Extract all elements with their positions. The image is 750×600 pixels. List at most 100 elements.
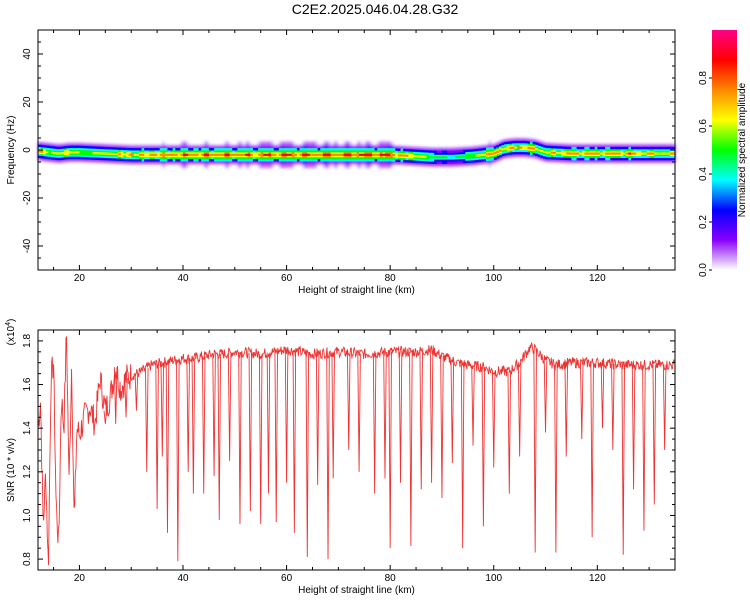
spectrogram-cell — [214, 153, 218, 156]
spectrogram-y-tick-label: 40 — [22, 48, 33, 60]
spectrogram-cell — [649, 152, 653, 155]
spectrogram-cell — [144, 153, 148, 156]
spectrogram-cell — [190, 153, 194, 156]
spectrogram-cell — [374, 153, 378, 156]
spectrogram-cell — [113, 152, 117, 156]
snr-y-tick-label: 1.6 — [22, 377, 33, 391]
spectrogram-cell — [485, 153, 489, 156]
spectrogram-cell — [408, 154, 412, 157]
spectrogram-cell — [63, 151, 67, 154]
spectrogram-cell — [255, 153, 259, 156]
spectrogram-cell — [488, 152, 492, 156]
snr-dip — [383, 352, 387, 479]
spectrogram-cell — [162, 153, 166, 156]
spectrogram-cell — [462, 155, 466, 158]
spectrogram-y-tick-label: -20 — [22, 190, 33, 205]
spectrogram-x-tick-label: 80 — [385, 273, 397, 284]
colorbar-tick-label: 0.2 — [698, 215, 709, 229]
snr-y-axis-label: SNR (10 * v/v) — [6, 438, 17, 502]
snr-dip — [580, 362, 584, 440]
snr-dip — [388, 351, 392, 549]
spectrogram-cell — [89, 151, 93, 155]
spectrogram-cell — [48, 151, 52, 154]
spectrogram-cell — [478, 154, 482, 157]
spectrogram-cell — [268, 153, 272, 156]
spectrogram-cell — [159, 153, 163, 156]
spectrogram-cell — [234, 153, 238, 156]
colorbar-ticks: 0.0 0.2 0.4 0.6 0.8 — [698, 71, 712, 277]
spectrogram-cell — [509, 146, 513, 150]
spectrogram-cell — [216, 153, 220, 156]
spectrogram-cell — [82, 151, 86, 154]
snr-dip — [305, 353, 310, 557]
colorbar-tick-label: 0.8 — [698, 71, 709, 85]
spectrogram-cell — [193, 153, 197, 156]
spectrogram-cell — [589, 152, 593, 155]
spectrogram-cell — [439, 156, 443, 159]
snr-y-tick-label: 1.2 — [22, 464, 33, 478]
spectrogram-x-tick-label: 120 — [589, 273, 606, 284]
spectrogram-cell — [377, 153, 381, 156]
snr-dip — [611, 364, 615, 451]
spectrogram-cell — [250, 153, 254, 156]
spectrogram-cell — [138, 153, 142, 156]
spectrogram-cell — [612, 152, 616, 155]
snr-dip — [631, 364, 636, 490]
snr-dip — [165, 361, 170, 533]
snr-dip — [134, 373, 139, 411]
snr-dip — [176, 359, 180, 562]
spectrogram-cell — [120, 153, 124, 156]
spectrogram-cell — [576, 152, 580, 155]
snr-dip — [103, 410, 108, 424]
snr-dip — [238, 352, 242, 525]
spectrogram-cell — [395, 154, 399, 157]
spectrogram-cell — [537, 149, 541, 152]
spectrogram-cell — [636, 152, 640, 155]
spectrogram-frame — [37, 29, 676, 271]
spectrogram-cell — [185, 153, 189, 156]
spectrogram-cell — [519, 146, 523, 149]
spectrogram-cell — [338, 153, 342, 156]
spectrogram-cell — [188, 153, 192, 156]
spectrogram-cell — [136, 153, 140, 156]
spectrogram-cell — [201, 153, 205, 156]
spectrogram-cell — [618, 152, 622, 155]
snr-frame — [37, 329, 676, 571]
spectrogram-cell — [452, 156, 456, 159]
spectrogram-band-layer-5 — [38, 146, 676, 159]
spectrogram-cell — [38, 150, 41, 153]
spectrogram-cell — [659, 152, 663, 155]
spectrogram-cell — [115, 153, 119, 156]
spectrogram-cell — [638, 152, 642, 155]
spectrogram-cell — [641, 152, 645, 155]
spectrogram-cell — [340, 153, 344, 156]
colorbar-tick-label: 0.4 — [698, 167, 709, 181]
spectrogram-cell — [548, 151, 552, 154]
spectrogram-cell — [102, 152, 106, 155]
snr-dip — [642, 364, 646, 531]
spectrogram-cell — [206, 153, 210, 156]
spectrogram-cell — [281, 153, 285, 156]
spectrogram-cell — [299, 153, 303, 156]
spectrogram-cell — [400, 154, 404, 157]
snr-dip — [191, 358, 196, 494]
snr-dip — [145, 368, 149, 472]
spectrogram-cell — [195, 153, 199, 156]
spectrogram-cell — [620, 152, 624, 155]
spectrogram-cell — [527, 146, 531, 150]
snr-x-tick-label: 20 — [74, 573, 86, 584]
snr-dip — [409, 351, 413, 547]
spectrogram-cell — [53, 152, 57, 155]
spectrogram-cell — [555, 151, 559, 155]
spectrogram-cell — [667, 152, 671, 155]
snr-dip — [440, 356, 444, 499]
spectrogram-cell — [271, 153, 275, 156]
snr-y-tick-label: 1.0 — [22, 508, 33, 522]
spectrogram-cell — [224, 153, 228, 156]
colorbar: 0.0 0.2 0.4 0.6 0.8 Normalized spectral ampl… — [698, 30, 748, 277]
spectrogram-cell — [664, 152, 668, 155]
snr-dip — [662, 364, 667, 451]
spectrogram-cell — [45, 151, 49, 154]
spectrogram-cell — [110, 152, 114, 155]
spectrogram-cell — [56, 152, 60, 155]
